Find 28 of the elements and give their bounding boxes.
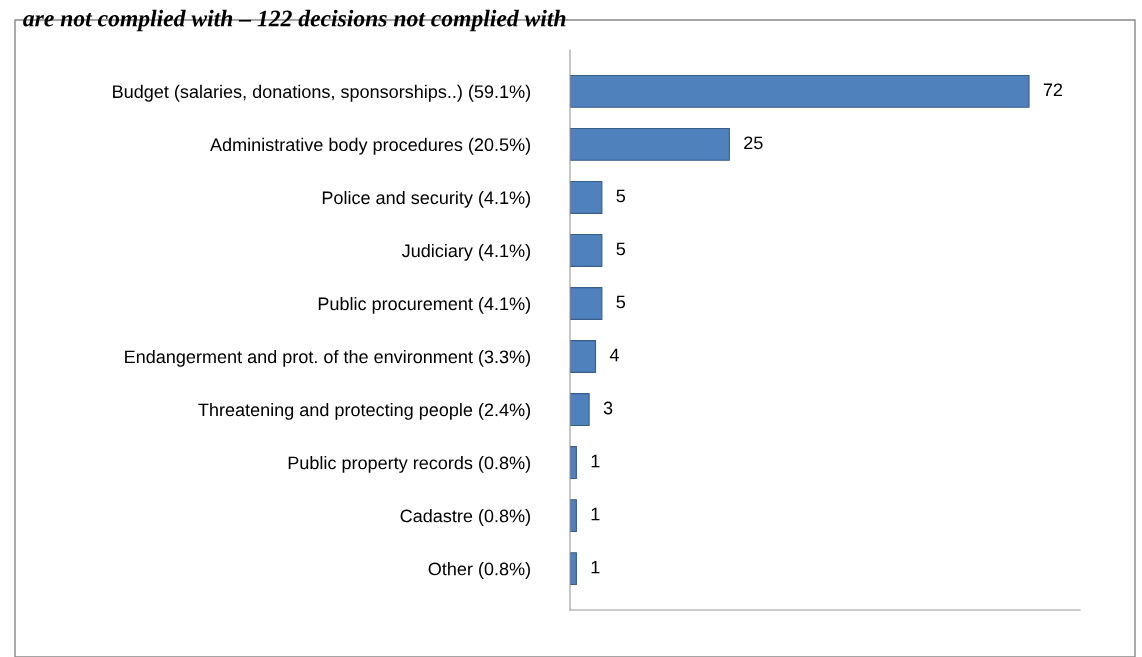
- bar: [570, 393, 590, 427]
- y-tick-label: Other (0.8%): [428, 562, 530, 579]
- y-tick-label: Judiciary (4.1%): [401, 243, 530, 261]
- bar: [570, 74, 1030, 108]
- y-tick-label: Cadastre (0.8%): [400, 509, 530, 526]
- y-tick-label: Public property records (0.8%): [288, 456, 531, 473]
- data-label: 1: [591, 507, 600, 521]
- data-label: 5: [616, 295, 626, 309]
- bar: [570, 180, 603, 214]
- data-label: 5: [616, 242, 626, 256]
- data-label: 1: [591, 560, 600, 574]
- text: are not complied with – 122 decisions not complied with: [23, 9, 566, 32]
- bar: [570, 233, 603, 267]
- bar: [570, 127, 730, 161]
- data-label: 3: [603, 401, 613, 415]
- y-tick-label: Threatening and protecting people (2.4%): [198, 403, 531, 420]
- data-label: 1: [591, 454, 600, 468]
- y-tick-label: Public procurement (4.1%): [318, 296, 530, 314]
- y-tick-label: Budget (salaries, donations, sponsorships..) (59.1%): [113, 84, 531, 102]
- y-tick-label: Endangerment and prot. of the environment (3.3%): [125, 349, 531, 367]
- data-label: 72: [1043, 83, 1063, 97]
- bar: [570, 287, 603, 320]
- data-label: 5: [616, 189, 626, 203]
- y-tick-label: Administrative body procedures (20.5%): [210, 137, 531, 155]
- y-tick-label: Police and security (4.1%): [322, 190, 530, 208]
- data-label: 25: [744, 136, 763, 150]
- bar: [570, 340, 597, 373]
- data-label: 4: [609, 348, 619, 362]
